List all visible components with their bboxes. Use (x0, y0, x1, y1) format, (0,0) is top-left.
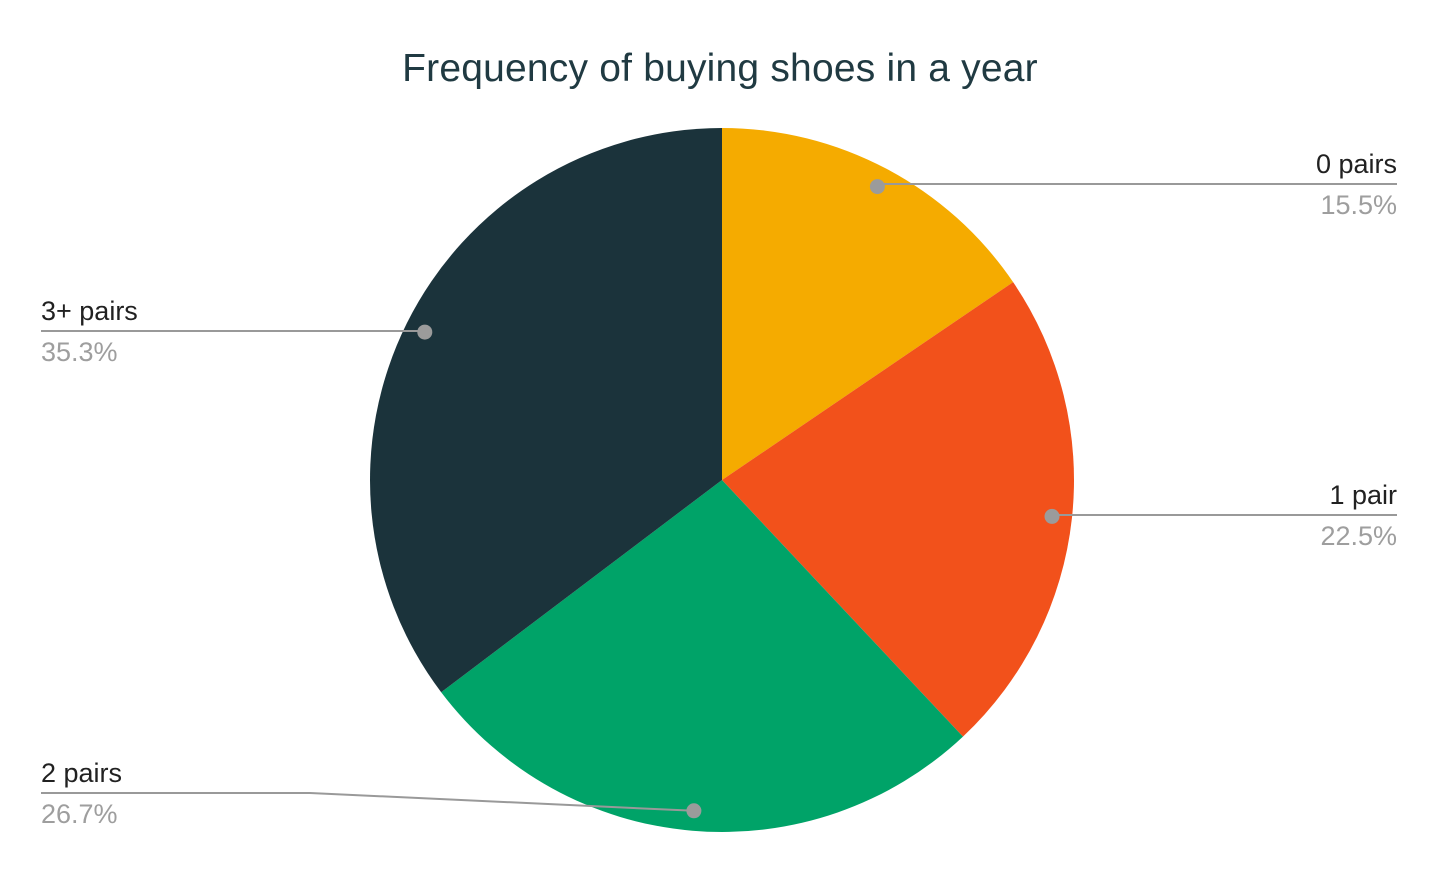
slice-name-3-plus-pairs: 3+ pairs (41, 296, 138, 326)
leader-dot-1-pair (1044, 508, 1060, 524)
callout-2-pairs: 2 pairs 26.7% (41, 757, 122, 831)
leader-dot-0-pairs (869, 179, 885, 195)
pie-slice-2-pairs (441, 480, 963, 832)
leader-dot-2-pairs (686, 803, 702, 819)
chart-title: Frequency of buying shoes in a year (402, 47, 1038, 90)
pie-slice-0-pairs (722, 128, 1014, 480)
pie-slice-1-pair (722, 282, 1074, 737)
callout-0-pairs: 0 pairs 15.5% (1316, 148, 1397, 222)
leader-dot-3plus-pairs (417, 324, 433, 340)
slice-name-1-pair: 1 pair (1329, 480, 1397, 510)
slice-name-0-pairs: 0 pairs (1315, 149, 1397, 179)
slice-name-2-pairs: 2 pairs (41, 758, 123, 788)
slice-pct-1-pair: 22.5% (1320, 521, 1397, 551)
pie-slice-3plus-pairs (370, 128, 722, 693)
callout-1-pair: 1 pair 22.5% (1320, 479, 1397, 553)
leader-line-2-pairs (41, 792, 694, 812)
callout-3-plus-pairs: 3+ pairs 35.3% (41, 295, 138, 369)
slice-pct-0-pairs: 15.5% (1320, 190, 1397, 220)
slice-pct-2-pairs: 26.7% (41, 799, 118, 829)
slice-pct-3-plus-pairs: 35.3% (41, 337, 118, 367)
